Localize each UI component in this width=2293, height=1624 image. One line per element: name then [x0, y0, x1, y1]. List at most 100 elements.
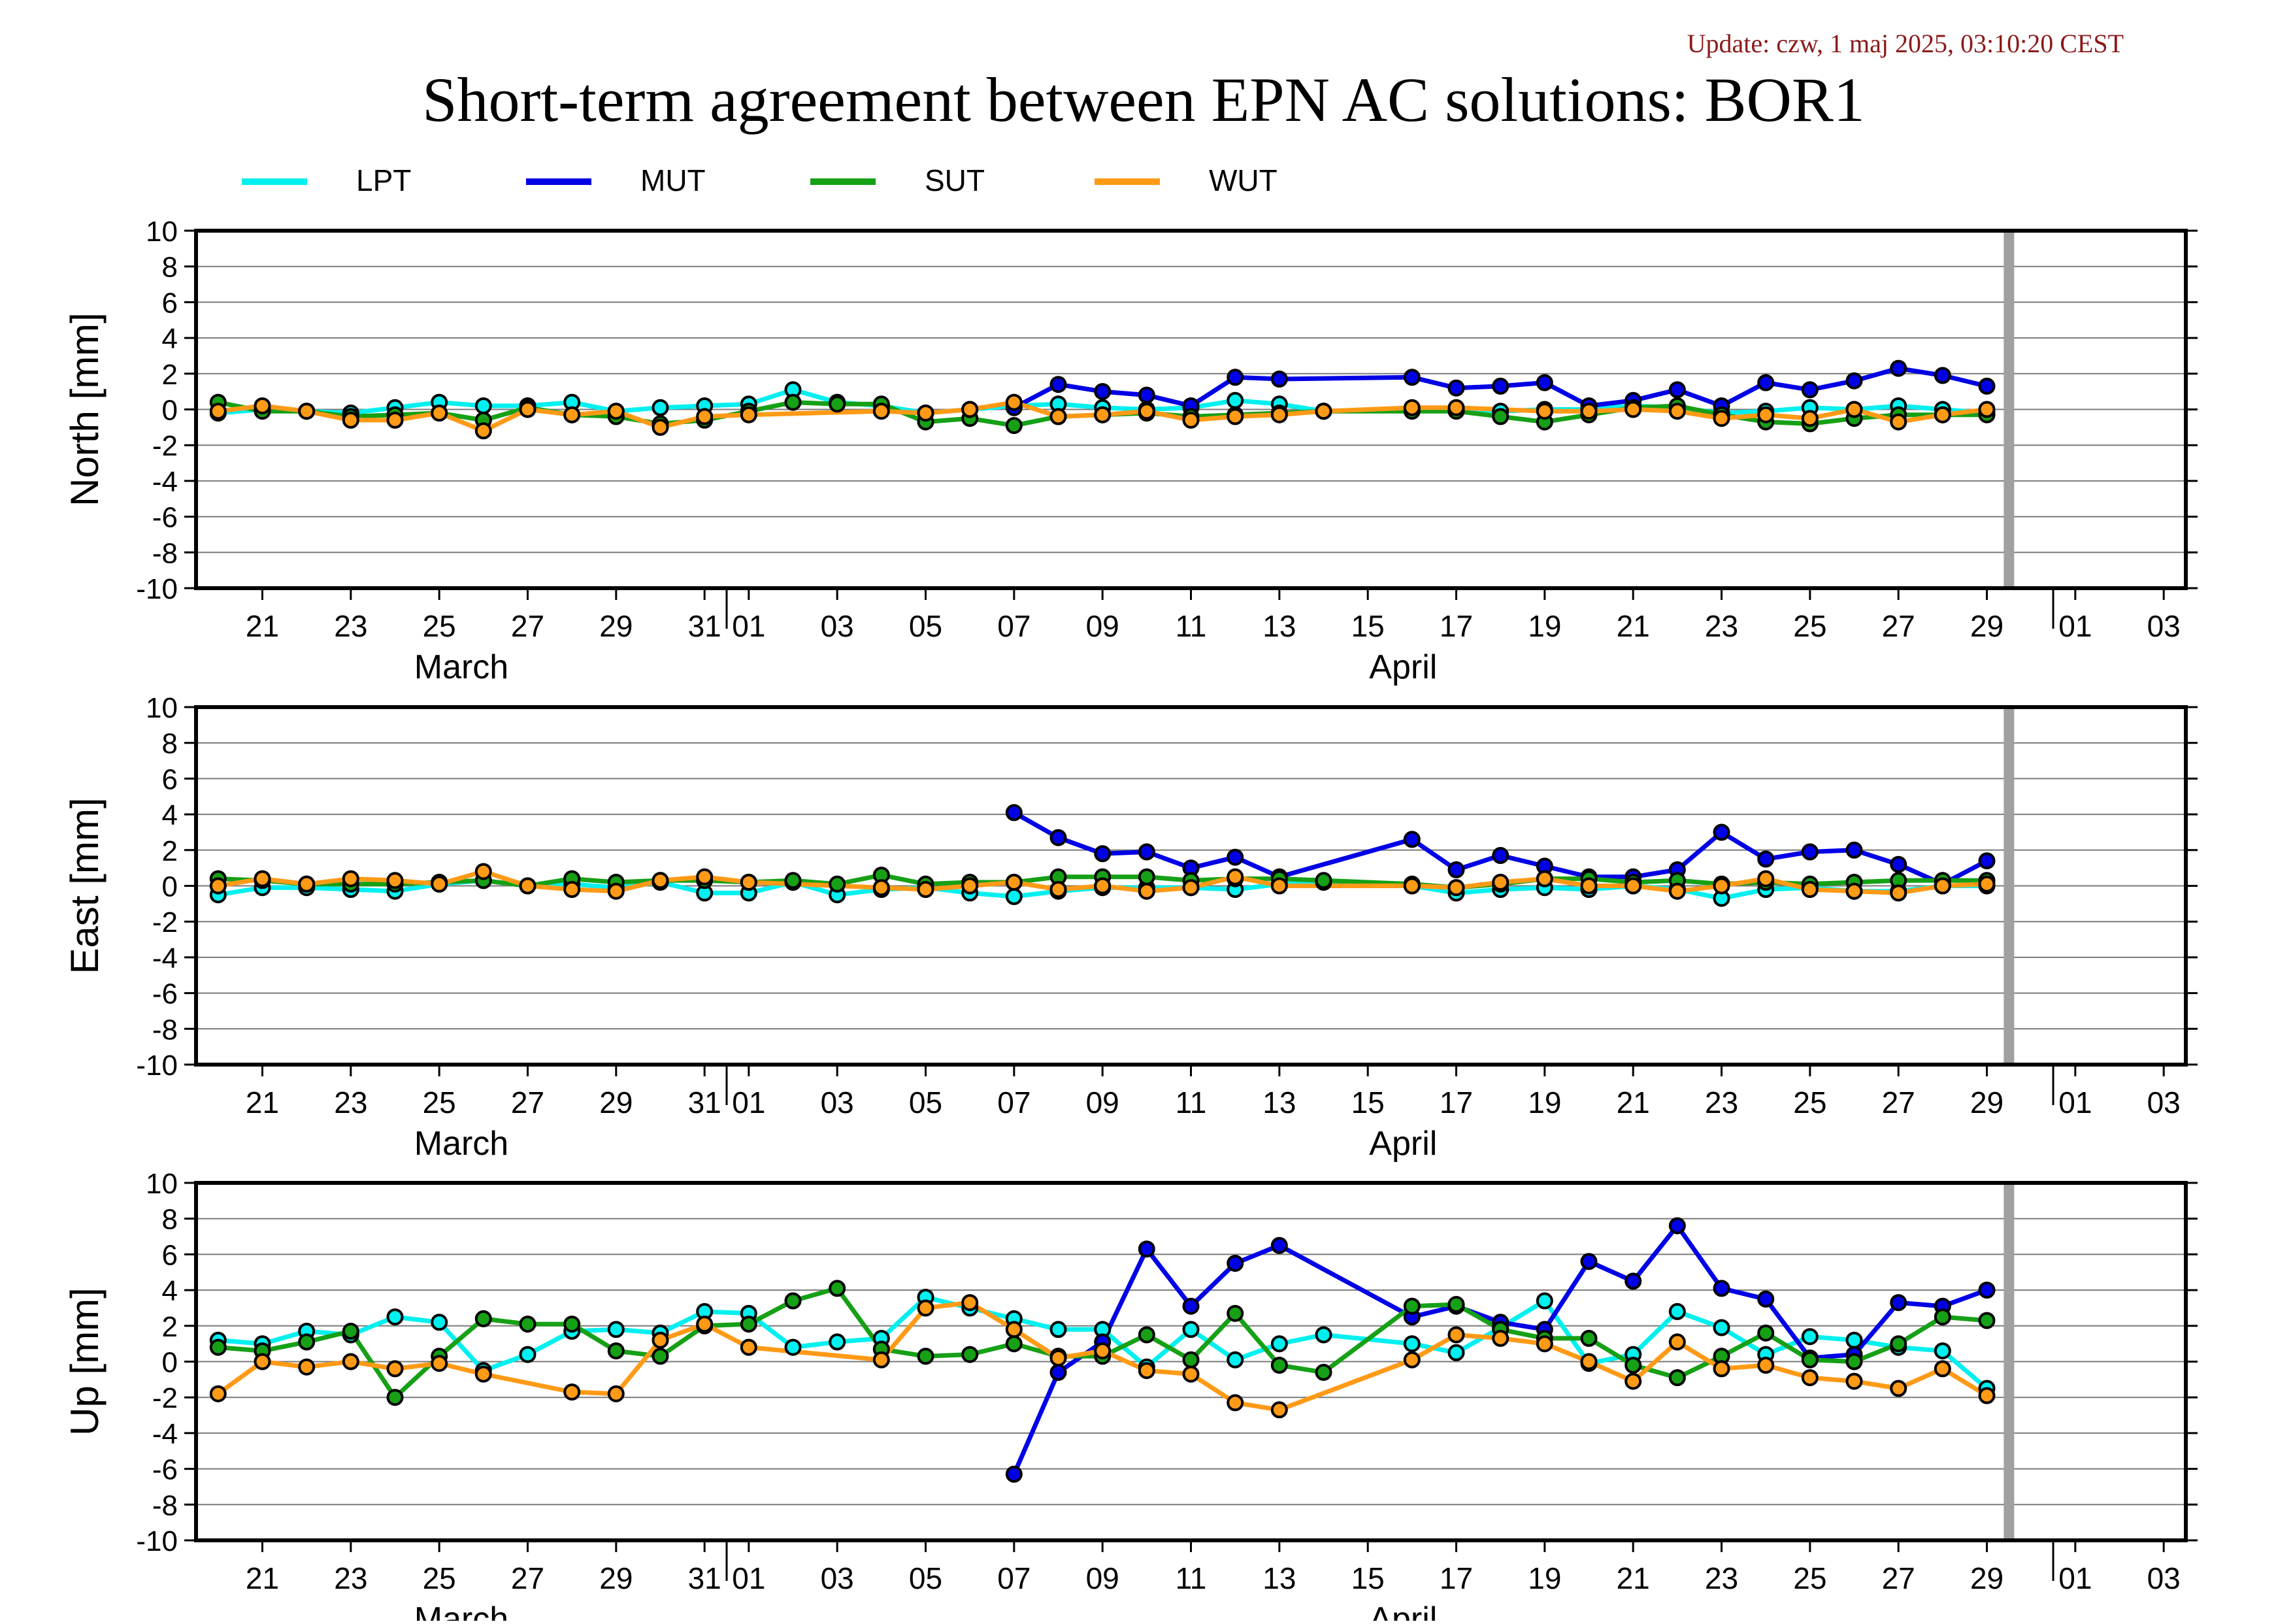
- data-point-sut: [961, 1346, 979, 1363]
- data-point-lpt: [1713, 1319, 1730, 1336]
- data-point-lpt: [829, 1333, 846, 1351]
- x-tick-label: 05: [909, 609, 942, 643]
- data-point-wut: [342, 870, 359, 887]
- y-axis-label: Up [mm]: [63, 1287, 107, 1436]
- data-point-wut: [1580, 403, 1598, 420]
- x-tick-label: 03: [821, 1561, 854, 1595]
- data-point-wut: [1668, 403, 1686, 420]
- data-point-wut: [1049, 408, 1067, 425]
- data-point-wut: [917, 1299, 934, 1317]
- data-point-sut: [209, 1338, 227, 1356]
- chart-title: Short-term agreement between EPN AC solu…: [422, 65, 1865, 135]
- data-point-wut: [386, 872, 404, 889]
- data-point-mut: [1447, 379, 1465, 397]
- panel-2: 10 86 4 2 0-2 -4 -6 -8 -10 21 23 25 27 29 31 01 03 05 07 09…: [63, 692, 2198, 1163]
- data-point-wut: [431, 875, 448, 893]
- data-point-sut: [1315, 872, 1332, 889]
- data-point-mut: [1403, 831, 1421, 848]
- data-point-sut: [1403, 1297, 1421, 1315]
- x-tick-label: 11: [1176, 609, 1207, 643]
- data-point-wut: [1757, 870, 1775, 887]
- x-tick-label: 17: [1440, 1085, 1473, 1119]
- y-tick-label: 6: [162, 1239, 178, 1271]
- future-band: [2004, 231, 2015, 588]
- data-point-wut: [474, 422, 492, 440]
- x-tick-label: 03: [2147, 1561, 2181, 1595]
- x-tick-label: 17: [1440, 609, 1473, 643]
- data-point-sut: [1978, 1312, 1996, 1329]
- y-tick-label: 10: [146, 692, 178, 724]
- x-tick-label: 13: [1262, 1085, 1296, 1119]
- data-point-wut: [1227, 1394, 1244, 1412]
- data-point-wut: [563, 406, 581, 423]
- data-point-sut: [1270, 1357, 1288, 1374]
- data-point-sut: [474, 1310, 492, 1327]
- y-tick-label: 6: [162, 287, 178, 319]
- data-point-mut: [1801, 381, 1819, 399]
- y-tick-label: -4: [152, 1418, 178, 1450]
- y-tick-label: 10: [146, 216, 178, 248]
- data-point-wut: [1801, 881, 1819, 898]
- legend-label-wut: WUT: [1209, 163, 1278, 197]
- data-point-sut: [1580, 1329, 1598, 1347]
- data-point-wut: [1890, 884, 1907, 902]
- data-point-wut: [1182, 411, 1200, 429]
- y-tick-label: 0: [162, 395, 178, 427]
- data-point-wut: [1005, 874, 1023, 891]
- data-point-sut: [1005, 1335, 1023, 1353]
- data-point-wut: [1403, 1351, 1421, 1368]
- x-tick-label: 13: [1262, 609, 1296, 643]
- data-point-wut: [254, 870, 271, 887]
- data-point-wut: [1668, 1333, 1686, 1351]
- x-tick-label: 21: [246, 1561, 279, 1595]
- data-point-sut: [342, 1323, 359, 1340]
- data-point-mut: [1934, 367, 1951, 384]
- x-tick-label: 13: [1262, 1561, 1296, 1595]
- data-point-wut: [917, 881, 934, 898]
- data-point-wut: [696, 1316, 714, 1333]
- data-point-wut: [1403, 399, 1421, 416]
- y-tick-label: -2: [152, 906, 178, 938]
- data-point-wut: [917, 405, 934, 422]
- x-tick-label: 31: [688, 1561, 721, 1595]
- data-point-lpt: [519, 1346, 536, 1363]
- y-tick-label: -8: [152, 1489, 178, 1521]
- data-point-wut: [342, 411, 359, 429]
- data-point-wut: [1934, 1360, 1951, 1378]
- data-point-wut: [1713, 410, 1730, 427]
- data-point-mut: [1978, 852, 1996, 870]
- x-tick-label: 27: [1882, 1561, 1915, 1595]
- data-point-mut: [1094, 383, 1112, 401]
- data-point-wut: [1757, 1357, 1775, 1374]
- x-tick-label: 01: [2058, 1085, 2092, 1119]
- data-point-mut: [1801, 843, 1819, 861]
- data-point-wut: [1668, 882, 1686, 900]
- x-tick-label: 25: [1793, 609, 1826, 643]
- x-tick-label: 25: [1793, 1561, 1826, 1595]
- month-label: April: [1369, 648, 1437, 686]
- data-point-wut: [1049, 881, 1067, 898]
- data-point-wut: [1138, 403, 1155, 420]
- data-point-wut: [519, 401, 536, 418]
- y-tick-label: -8: [152, 1014, 178, 1046]
- data-point-wut: [1934, 877, 1951, 895]
- data-point-sut: [1890, 1335, 1907, 1353]
- month-label: March: [414, 1600, 508, 1621]
- data-point-wut: [1713, 1360, 1730, 1378]
- data-point-sut: [1845, 1353, 1863, 1370]
- x-tick-label: 21: [246, 1085, 279, 1119]
- data-point-sut: [829, 1280, 846, 1297]
- x-tick-label: 27: [511, 1561, 544, 1595]
- data-point-wut: [474, 1365, 492, 1383]
- data-point-wut: [961, 877, 979, 895]
- data-point-sut: [1625, 1357, 1642, 1374]
- x-tick-label: 31: [688, 1085, 721, 1119]
- data-point-lpt: [607, 1321, 625, 1338]
- data-point-wut: [1138, 1362, 1155, 1380]
- data-point-lpt: [1845, 1331, 1863, 1349]
- data-point-wut: [1227, 408, 1244, 425]
- data-point-wut: [1978, 875, 1996, 893]
- data-point-mut: [1713, 823, 1730, 841]
- data-point-wut: [1005, 393, 1023, 411]
